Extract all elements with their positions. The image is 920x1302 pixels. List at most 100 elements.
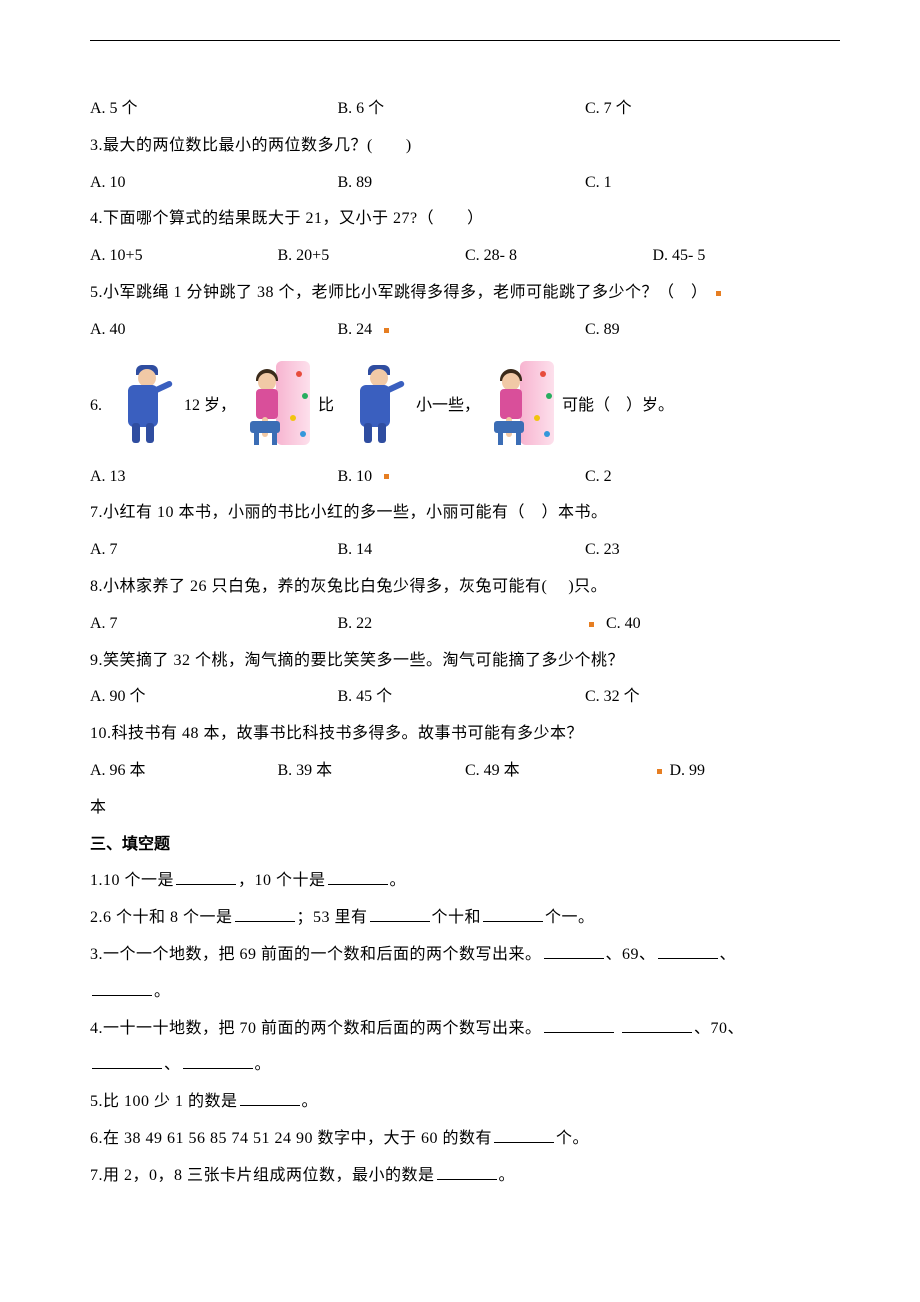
- blank: [622, 1014, 692, 1033]
- q10-stem: 10.科技书有 48 本，故事书比科技书多得多。故事书可能有多少本？: [90, 716, 840, 753]
- fill-7: 7.用 2，0，8 三张卡片组成两位数，最小的数是。: [90, 1158, 840, 1195]
- f4-a: 4.一十一十地数，把 70 前面的两个数和后面的两个数写出来。: [90, 1020, 542, 1037]
- q10-opt-b: B. 39 本: [278, 753, 466, 790]
- f1-c: 。: [390, 872, 407, 889]
- q4-opt-b: B. 20+5: [278, 238, 466, 275]
- blank: [544, 940, 604, 959]
- q8-stem: 8.小林家养了 26 只白兔，养的灰兔比白兔少得多，灰兔可能有( )只。: [90, 569, 840, 606]
- q3-opt-c: C. 1: [585, 165, 840, 202]
- girl-figure-icon: [250, 359, 310, 447]
- fill-2: 2.6 个十和 8 个一是；53 里有个十和个一。: [90, 900, 840, 937]
- q4-opt-c: C. 28- 8: [465, 238, 653, 275]
- boy-figure-icon: [116, 359, 176, 447]
- q5-opt-a: A. 40: [90, 312, 338, 349]
- q2-opt-c: C. 7 个: [585, 91, 840, 128]
- q6-t2: 比: [318, 388, 340, 447]
- f7-b: 。: [499, 1167, 516, 1184]
- blank: [658, 940, 718, 959]
- q8-opt-a: A. 7: [90, 606, 338, 643]
- page: A. 5 个 B. 6 个 C. 7 个 3.最大的两位数比最小的两位数多几？(…: [0, 0, 920, 1302]
- q5-stem-text: 5.小军跳绳 1 分钟跳了 38 个，老师比小军跳得多得多，老师可能跳了多少个？…: [90, 284, 708, 301]
- fill-4b: 、。: [90, 1047, 840, 1084]
- q9-stem: 9.笑笑摘了 32 个桃，淘气摘的要比笑笑多一些。淘气可能摘了多少个桃？: [90, 643, 840, 680]
- f4-b: 、70、: [694, 1020, 744, 1037]
- f3-b: 、69、: [606, 946, 656, 963]
- q6-opt-c: C. 2: [585, 459, 840, 496]
- q2-opt-a: A. 5 个: [90, 91, 338, 128]
- q6-row: 6. 12 岁， 比 小一些， 可能（ ）岁。: [90, 359, 840, 447]
- q9-options: A. 90 个 B. 45 个 C. 32 个: [90, 679, 840, 716]
- blank: [92, 977, 152, 996]
- q10-opt-d-text: D. 99: [670, 762, 706, 779]
- blank: [235, 904, 295, 923]
- fill-3b: 。: [90, 974, 840, 1011]
- f3-d: 。: [154, 983, 171, 1000]
- marker-dot-icon: [716, 291, 721, 296]
- q6-t1: 12 岁，: [184, 388, 242, 447]
- q3-stem: 3.最大的两位数比最小的两位数多几？( ): [90, 128, 840, 165]
- marker-dot-icon: [589, 622, 594, 627]
- top-rule: [90, 40, 840, 41]
- q6-opt-b: B. 10: [338, 459, 586, 496]
- girl-figure-icon: [494, 359, 554, 447]
- blank: [183, 1051, 253, 1070]
- fill-3: 3.一个一个地数，把 69 前面的一个数和后面的两个数写出来。 、69、 、: [90, 937, 840, 974]
- q10-tail: 本: [90, 790, 840, 827]
- q5-stem: 5.小军跳绳 1 分钟跳了 38 个，老师比小军跳得多得多，老师可能跳了多少个？…: [90, 275, 840, 312]
- q8-opt-b: B. 22: [338, 606, 586, 643]
- q5-options: A. 40 B. 24 C. 89: [90, 312, 840, 349]
- q9-opt-b: B. 45 个: [338, 679, 586, 716]
- q6-t4: 可能（ ）岁。: [562, 388, 680, 447]
- q9-opt-a: A. 90 个: [90, 679, 338, 716]
- q6-t3: 小一些，: [416, 388, 486, 447]
- blank: [328, 867, 388, 886]
- f3-c: 、: [720, 946, 737, 963]
- q6-prefix: 6.: [90, 388, 108, 447]
- f4-c: 、: [164, 1056, 181, 1073]
- q10-opt-d: D. 99: [653, 753, 841, 790]
- f6-a: 6.在 38 49 61 56 85 74 51 24 90 数字中，大于 60…: [90, 1130, 492, 1147]
- q4-stem: 4.下面哪个算式的结果既大于 21，又小于 27?（ ）: [90, 201, 840, 238]
- q5-opt-b-text: B. 24: [338, 321, 373, 338]
- f2-c: 个十和: [432, 909, 482, 926]
- q10-opt-a: A. 96 本: [90, 753, 278, 790]
- f3-a: 3.一个一个地数，把 69 前面的一个数和后面的两个数写出来。: [90, 946, 542, 963]
- q3-opt-b: B. 89: [338, 165, 586, 202]
- f2-b: ；53 里有: [297, 909, 368, 926]
- q7-opt-b: B. 14: [338, 532, 586, 569]
- blank: [240, 1088, 300, 1107]
- f1-b: ，10 个十是: [238, 872, 326, 889]
- fill-1: 1.10 个一是，10 个十是。: [90, 863, 840, 900]
- boy-figure-icon: [348, 359, 408, 447]
- blank: [437, 1161, 497, 1180]
- q7-opt-c: C. 23: [585, 532, 840, 569]
- f5-a: 5.比 100 少 1 的数是: [90, 1093, 238, 1110]
- fill-6: 6.在 38 49 61 56 85 74 51 24 90 数字中，大于 60…: [90, 1121, 840, 1158]
- q4-opt-d: D. 45- 5: [653, 238, 841, 275]
- q6-options: A. 13 B. 10 C. 2: [90, 459, 840, 496]
- q3-options: A. 10 B. 89 C. 1: [90, 165, 840, 202]
- q7-stem: 7.小红有 10 本书，小丽的书比小红的多一些，小丽可能有（ ）本书。: [90, 495, 840, 532]
- section-3-title: 三、填空题: [90, 827, 840, 864]
- blank: [92, 1051, 162, 1070]
- q9-opt-c: C. 32 个: [585, 679, 840, 716]
- q7-options: A. 7 B. 14 C. 23: [90, 532, 840, 569]
- q4-options: A. 10+5 B. 20+5 C. 28- 8 D. 45- 5: [90, 238, 840, 275]
- f4-d: 。: [255, 1056, 272, 1073]
- q8-opt-c-text: C. 40: [606, 615, 641, 632]
- marker-dot-icon: [384, 328, 389, 333]
- q2-opt-b: B. 6 个: [338, 91, 586, 128]
- q5-opt-c: C. 89: [585, 312, 840, 349]
- q6-opt-b-text: B. 10: [338, 468, 373, 485]
- blank: [544, 1014, 614, 1033]
- marker-dot-icon: [657, 769, 662, 774]
- q2-options: A. 5 个 B. 6 个 C. 7 个: [90, 91, 840, 128]
- blank: [176, 867, 236, 886]
- marker-dot-icon: [384, 474, 389, 479]
- f2-a: 2.6 个十和 8 个一是: [90, 909, 233, 926]
- f5-b: 。: [302, 1093, 319, 1110]
- q8-opt-c: C. 40: [585, 606, 840, 643]
- blank: [483, 904, 543, 923]
- blank: [494, 1124, 554, 1143]
- q5-opt-b: B. 24: [338, 312, 586, 349]
